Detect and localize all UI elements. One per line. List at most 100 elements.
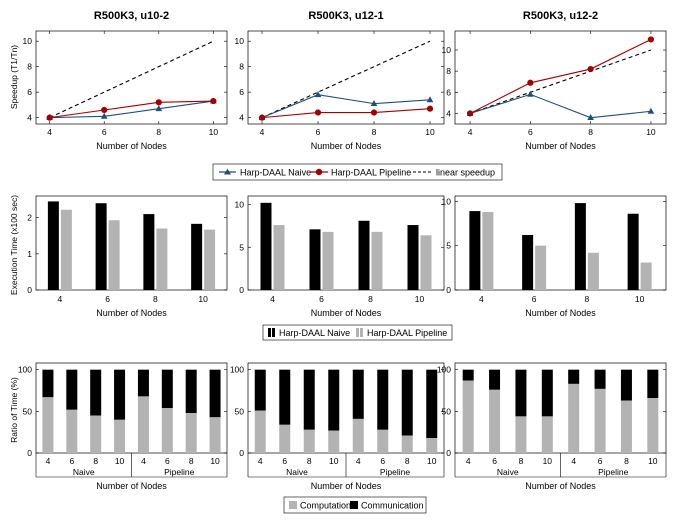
communication-bar (185, 369, 197, 413)
x-tick-label: 10 (425, 127, 435, 137)
plot-frame (35, 362, 228, 454)
y-tick-label: 10 (442, 196, 452, 206)
communication-bar (515, 369, 527, 417)
group-label: Pipeline (598, 467, 629, 477)
naive-bar (627, 213, 639, 290)
pipeline-bar (60, 209, 72, 290)
communication-bar (462, 369, 474, 381)
x-tick-label: 4 (270, 294, 275, 304)
y-tick-label: 50 (442, 406, 452, 416)
x-tick-label: 10 (329, 456, 339, 466)
x-tick-label: 6 (492, 456, 497, 466)
series-line-harp-daal-pipeline (49, 100, 214, 119)
computation-bar (185, 413, 197, 453)
x-tick-label: 10 (648, 456, 658, 466)
pipeline-point (258, 114, 266, 121)
x-tick-label: 8 (368, 294, 373, 304)
x-tick-label: 4 (141, 456, 146, 466)
naive-point (155, 105, 163, 112)
pipeline-point (466, 110, 474, 117)
naive-point (587, 114, 594, 121)
communication-bar (90, 369, 102, 416)
legend-exec-time: Harp-DAAL Naive Harp-DAAL Pipeline (262, 324, 453, 341)
communication-bar (279, 369, 291, 425)
x-axis-label: Number of Nodes (525, 141, 596, 151)
series-line-harp-daal-pipeline (469, 38, 652, 114)
communication-bar (352, 369, 364, 419)
plot-frame (35, 30, 228, 125)
y-tick-label: 100 (437, 365, 451, 375)
series-line-linear-speedup (261, 40, 431, 119)
naive-bar (358, 220, 370, 290)
y-tick-label: 6 (239, 87, 244, 97)
y-tick-label: 0 (239, 285, 244, 295)
computation-bar (594, 388, 606, 453)
legend3-communication-label: Communication (361, 501, 424, 511)
y-tick-label: 10 (235, 200, 245, 210)
computation-bar (209, 417, 221, 453)
computation-bar (352, 418, 364, 453)
series-line-linear-speedup (49, 40, 214, 119)
communication-bar (66, 369, 78, 410)
y-tick-label: 0 (27, 448, 32, 458)
computation-bar (66, 409, 78, 453)
communication-bar (426, 369, 438, 438)
series-line-harp-daal-pipeline (261, 108, 431, 119)
x-tick-label: 6 (165, 456, 170, 466)
y-tick-label: 4 (27, 113, 32, 123)
pipeline-bar (156, 228, 168, 290)
naive-point (647, 107, 655, 114)
plot-frame (35, 195, 228, 291)
x-tick-label: 6 (316, 127, 321, 137)
pipeline-bar (420, 235, 432, 290)
legend-pipeline-marker (315, 168, 323, 176)
plot-frame (454, 30, 667, 125)
group-label: Naive (497, 467, 519, 477)
group-label: Pipeline (164, 467, 195, 477)
plot-frame (247, 362, 445, 454)
chart-2: 4 6 8 10 R500K3, u12-1 4 6 8 10 Number of Nodes (235, 10, 445, 151)
x-tick-label: 8 (307, 456, 312, 466)
chart-3: 4 6 8 10 R500K3, u12-2 4 6 8 10 Number of Nodes (442, 10, 667, 151)
computation-bar (137, 396, 149, 453)
pipeline-point (210, 97, 217, 105)
communication-bar (137, 369, 149, 397)
pipeline-point (587, 65, 594, 73)
x-axis-label: Number of Nodes (525, 308, 596, 318)
x-tick-label: 4 (260, 127, 265, 137)
series-line-harp-daal-naive (261, 94, 431, 119)
x-tick-label: 8 (519, 456, 524, 466)
chart-title: R500K3, u12-2 (523, 10, 598, 22)
y-tick-label: 50 (23, 406, 33, 416)
x-tick-label: 8 (588, 127, 593, 137)
naive-bar (522, 235, 534, 290)
x-tick-label: 6 (528, 127, 533, 137)
x-tick-label: 6 (319, 294, 324, 304)
communication-bar (541, 369, 553, 417)
computation-bar (303, 429, 315, 453)
naive-point (527, 90, 534, 97)
pipeline-point (426, 105, 434, 112)
naive-bar (95, 203, 107, 290)
x-axis-label: Number of Nodes (311, 481, 382, 491)
computation-bar (90, 415, 102, 453)
computation-bar (161, 408, 173, 453)
y-tick-label: 8 (446, 66, 451, 76)
x-tick-label: 6 (102, 127, 107, 137)
legend-naive-label: Harp-DAAL Naive (240, 168, 311, 178)
y-tick-label: 4 (239, 113, 244, 123)
x-tick-label: 10 (543, 456, 553, 466)
x-tick-label: 10 (210, 456, 220, 466)
chart-title: R500K3, u12-1 (308, 10, 383, 22)
row3-ylabel: Ratio of Time (%) (9, 377, 19, 443)
pipeline-bar (273, 225, 285, 290)
x-tick-label: 10 (427, 456, 437, 466)
x-tick-label: 10 (115, 456, 125, 466)
series-line-linear-speedup (469, 49, 652, 114)
series-line-harp-daal-naive (49, 100, 214, 119)
y-tick-label: 0 (239, 448, 244, 458)
x-tick-label: 8 (189, 456, 194, 466)
naive-bar (260, 202, 272, 290)
